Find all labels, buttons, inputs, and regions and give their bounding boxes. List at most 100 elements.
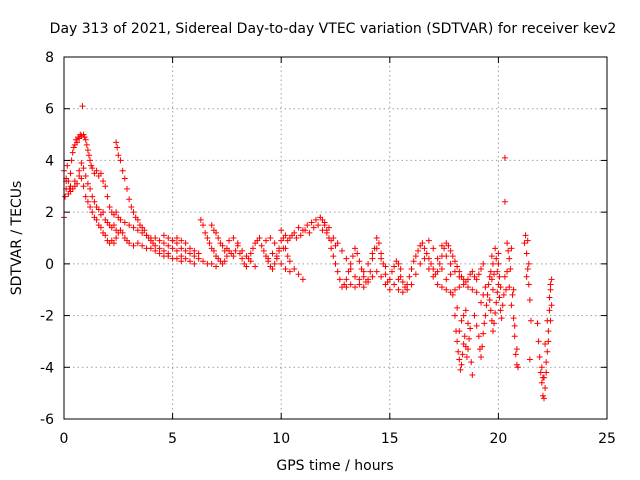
- data-point: [525, 281, 532, 288]
- x-tick-labels: 0 5 10 15 20 25: [60, 431, 616, 447]
- data-point: [79, 103, 86, 110]
- data-point: [215, 235, 222, 241]
- data-point: [527, 317, 534, 324]
- data-point: [447, 247, 454, 254]
- data-point: [451, 268, 458, 275]
- data-point: [378, 255, 385, 262]
- data-point: [71, 178, 78, 185]
- data-point: [67, 183, 74, 190]
- data-point: [504, 268, 511, 275]
- data-point: [456, 284, 463, 291]
- data-point: [524, 266, 531, 273]
- data-point: [408, 266, 415, 273]
- data-point: [256, 235, 263, 241]
- data-point: [239, 255, 246, 262]
- data-point: [173, 255, 180, 262]
- data-point: [152, 235, 159, 241]
- data-point: [473, 289, 480, 296]
- data-point: [369, 250, 376, 257]
- data-point: [64, 162, 71, 169]
- data-point: [510, 286, 517, 293]
- data-point: [206, 240, 213, 247]
- data-point: [78, 175, 85, 182]
- data-point: [494, 289, 501, 296]
- data-point: [508, 245, 515, 252]
- data-point: [278, 227, 285, 234]
- data-point: [104, 193, 111, 200]
- data-point: [119, 229, 126, 236]
- data-point: [70, 144, 77, 151]
- data-point: [438, 284, 445, 291]
- data-point: [223, 253, 230, 260]
- axis-ticks: [63, 56, 608, 420]
- data-point: [391, 263, 398, 270]
- data-point: [165, 250, 172, 257]
- data-point: [80, 165, 87, 172]
- data-point: [488, 276, 495, 283]
- y-tick-label: 0: [45, 257, 54, 273]
- data-point: [545, 338, 552, 345]
- data-point: [382, 263, 389, 270]
- data-point: [334, 268, 341, 275]
- data-point: [463, 353, 470, 360]
- data-point: [360, 284, 367, 291]
- y-tick-label: -2: [40, 309, 54, 325]
- data-point: [343, 255, 350, 262]
- data-point: [173, 240, 180, 247]
- data-point: [501, 154, 508, 161]
- data-point: [308, 219, 315, 226]
- data-point: [89, 193, 96, 200]
- data-point: [332, 260, 339, 267]
- data-point: [492, 245, 499, 252]
- data-point: [415, 247, 422, 254]
- data-point: [226, 237, 233, 244]
- data-point: [449, 291, 456, 298]
- data-point: [230, 235, 237, 241]
- data-point: [545, 328, 552, 335]
- data-point: [93, 167, 100, 174]
- data-point: [511, 322, 518, 329]
- data-point: [87, 203, 94, 210]
- plot-frame: [63, 56, 608, 420]
- data-point: [508, 302, 515, 309]
- data-point: [471, 312, 478, 319]
- data-point: [526, 356, 533, 363]
- data-point: [507, 266, 514, 273]
- data-point: [74, 139, 81, 146]
- data-point: [243, 263, 250, 270]
- data-point: [498, 315, 505, 322]
- data-point: [456, 356, 463, 363]
- data-point: [282, 266, 289, 273]
- data-point: [87, 157, 94, 164]
- data-point: [458, 317, 465, 324]
- data-point: [451, 312, 458, 319]
- x-tick-label: 25: [598, 431, 616, 447]
- data-point: [468, 359, 475, 366]
- data-point: [451, 286, 458, 293]
- data-point: [497, 284, 504, 291]
- data-point: [365, 260, 372, 267]
- data-point: [511, 333, 518, 340]
- data-point: [339, 247, 346, 254]
- data-point: [496, 294, 503, 301]
- data-point: [139, 229, 146, 236]
- data-point: [304, 222, 311, 229]
- y-tick-label: -4: [40, 360, 54, 376]
- data-point: [438, 242, 445, 249]
- data-point: [117, 216, 124, 223]
- data-point: [100, 209, 107, 216]
- data-point: [121, 175, 128, 182]
- data-point: [464, 276, 471, 283]
- data-point: [481, 320, 488, 327]
- data-point: [356, 258, 363, 265]
- data-point: [391, 281, 398, 288]
- data-point: [542, 341, 549, 348]
- data-point: [461, 333, 468, 340]
- data-point: [423, 250, 430, 257]
- data-point: [421, 245, 428, 252]
- data-point: [82, 172, 89, 179]
- data-point: [430, 245, 437, 252]
- y-axis-label: SDTVAR / TECUs: [9, 181, 25, 296]
- data-point: [280, 245, 287, 252]
